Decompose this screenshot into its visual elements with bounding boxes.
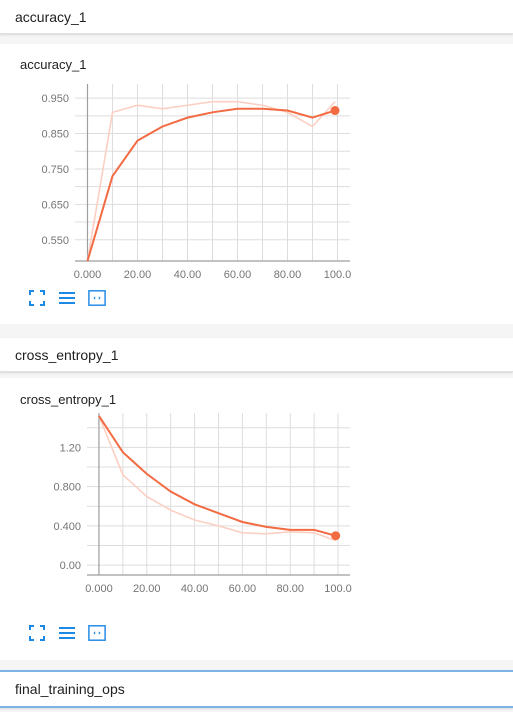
- smoothed-series-line: [86, 107, 336, 262]
- x-tick-label: 40.00: [181, 583, 209, 595]
- y-tick-label: 0.750: [41, 164, 69, 176]
- y-tick-label: 0.850: [41, 129, 69, 141]
- x-tick-label: 60.00: [229, 583, 257, 595]
- fit-domain-icon[interactable]: [28, 624, 46, 642]
- x-tick-label: 100.0: [324, 583, 352, 595]
- raw-series-line: [98, 415, 336, 542]
- chart-title: accuracy_1: [20, 57, 87, 72]
- chart-card-accuracy: accuracy_1 0.950 0.850 0.750 0.650 0.550 0.00…: [0, 44, 513, 324]
- section-title: accuracy_1: [15, 9, 87, 25]
- x-tick-label: 0.000: [74, 269, 102, 281]
- x-tick-label: 60.00: [224, 269, 252, 281]
- x-tick-label: 80.00: [274, 269, 302, 281]
- section-title: final_training_ops: [15, 681, 125, 697]
- y-tick-label: 0.650: [41, 199, 69, 211]
- end-point-marker: [330, 106, 340, 116]
- x-tick-label: 100.0: [324, 269, 352, 281]
- toggle-log-scale-icon[interactable]: [58, 624, 76, 642]
- y-tick-label: 0.00: [60, 560, 81, 572]
- section-header-cross-entropy[interactable]: cross_entropy_1: [0, 338, 513, 372]
- x-tick-label: 20.00: [124, 269, 152, 281]
- end-point-marker: [331, 531, 341, 541]
- x-tick-label: 20.00: [133, 583, 161, 595]
- raw-series-line: [86, 100, 336, 262]
- toggle-log-scale-icon[interactable]: [58, 289, 76, 307]
- expand-chart-icon[interactable]: [88, 289, 106, 307]
- y-tick-label: 0.800: [53, 482, 81, 494]
- smoothed-series-line: [98, 415, 336, 537]
- y-tick-label: 1.20: [60, 442, 81, 454]
- section-header-final-training-ops[interactable]: final_training_ops: [0, 670, 513, 708]
- x-tick-label: 0.000: [85, 583, 113, 595]
- y-tick-label: 0.550: [41, 235, 69, 247]
- chart-title: cross_entropy_1: [20, 392, 117, 407]
- x-tick-label: 80.00: [276, 583, 304, 595]
- section-title: cross_entropy_1: [15, 347, 119, 363]
- chart-card-cross-entropy: cross_entropy_1 1.20 0.800 0.400 0.00 0.000 2…: [0, 378, 513, 660]
- x-tick-label: 40.00: [174, 269, 202, 281]
- fit-domain-icon[interactable]: [28, 289, 46, 307]
- accuracy-chart[interactable]: 0.950 0.850 0.750 0.650 0.550 0.000 20.00 40.00…: [0, 74, 513, 309]
- cross-entropy-chart[interactable]: 1.20 0.800 0.400 0.00 0.000 20.00 40.00 60.00 80…: [0, 413, 513, 648]
- section-header-accuracy[interactable]: accuracy_1: [0, 0, 513, 34]
- expand-chart-icon[interactable]: [88, 624, 106, 642]
- y-tick-label: 0.400: [53, 521, 81, 533]
- y-tick-label: 0.950: [41, 93, 69, 105]
